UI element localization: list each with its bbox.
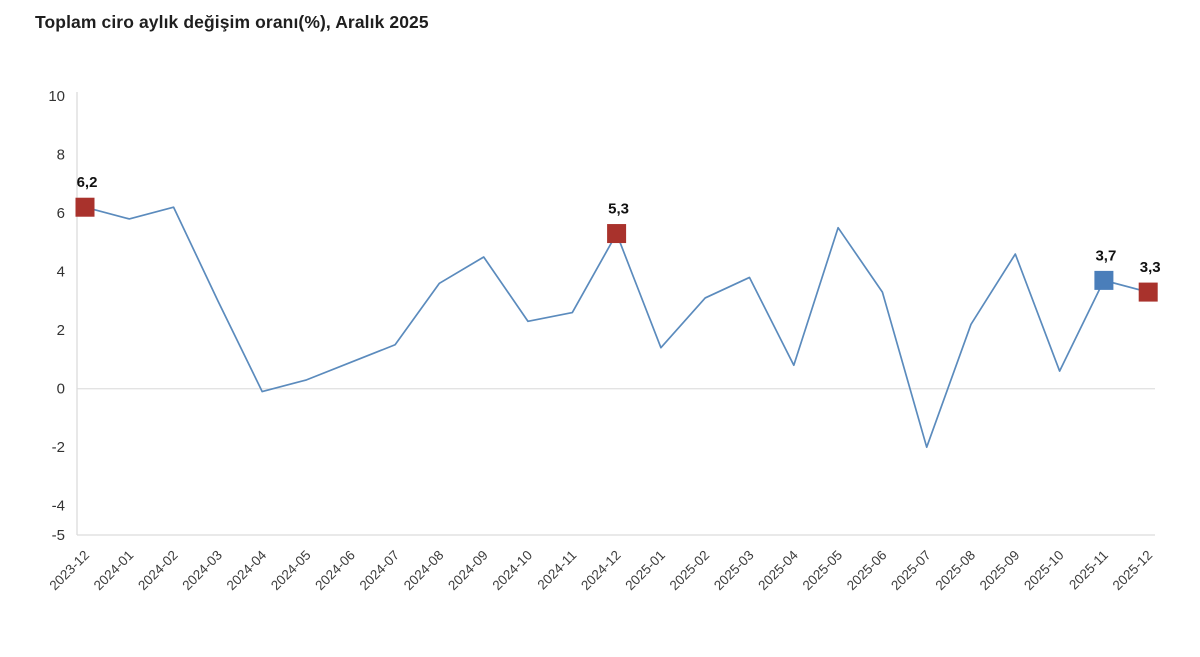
highlight-marker-2025-12 bbox=[1138, 282, 1158, 302]
x-tick-label: 2024-10 bbox=[489, 548, 535, 594]
x-tick-label: 2025-08 bbox=[932, 548, 978, 594]
x-tick-label: 2024-12 bbox=[578, 548, 624, 594]
x-tick-label: 2025-03 bbox=[711, 548, 757, 594]
x-tick-label: 2025-11 bbox=[1066, 548, 1111, 593]
x-tick-label: 2024-07 bbox=[357, 548, 403, 594]
x-tick-label: 2025-04 bbox=[755, 547, 801, 593]
x-tick-label: 2025-02 bbox=[667, 548, 713, 594]
y-tick-label: 4 bbox=[57, 264, 65, 281]
y-tick-label: -2 bbox=[52, 439, 65, 456]
point-value-label: 5,3 bbox=[608, 201, 629, 218]
y-tick-label: 6 bbox=[57, 205, 65, 222]
x-tick-label: 2025-01 bbox=[622, 548, 668, 594]
x-tick-label: 2024-01 bbox=[91, 548, 137, 594]
y-tick-label: 2 bbox=[57, 322, 65, 339]
highlight-marker-2024-12 bbox=[607, 224, 627, 244]
x-tick-label: 2025-06 bbox=[844, 548, 890, 594]
point-value-label: 3,7 bbox=[1095, 247, 1116, 264]
chart-title: Toplam ciro aylık değişim oranı(%), Aral… bbox=[35, 12, 429, 32]
x-tick-label: 2023-12 bbox=[46, 548, 92, 594]
data-line bbox=[84, 206, 1149, 449]
y-tick-label: -5 bbox=[52, 527, 65, 544]
x-tick-label: 2024-06 bbox=[312, 548, 358, 594]
y-tick-label: -4 bbox=[52, 498, 65, 515]
x-tick-label: 2024-02 bbox=[135, 548, 181, 594]
y-tick-label: 0 bbox=[57, 381, 65, 398]
x-tick-label: 2024-11 bbox=[534, 548, 579, 593]
x-tick-label: 2025-05 bbox=[800, 548, 846, 594]
x-tick-label: 2024-05 bbox=[268, 548, 314, 594]
x-tick-label: 2025-09 bbox=[977, 548, 1023, 594]
y-tick-label: 8 bbox=[57, 147, 65, 164]
point-value-label: 3,3 bbox=[1140, 259, 1161, 276]
x-tick-label: 2024-09 bbox=[445, 548, 491, 594]
highlight-marker-2023-12 bbox=[75, 197, 95, 217]
point-value-label: 6,2 bbox=[77, 174, 98, 191]
x-tick-label: 2024-03 bbox=[179, 548, 225, 594]
x-tick-label: 2024-08 bbox=[401, 548, 447, 594]
y-tick-label: 10 bbox=[48, 88, 65, 105]
highlight-marker-2025-11 bbox=[1094, 270, 1114, 290]
x-tick-label: 2025-07 bbox=[888, 548, 934, 594]
x-tick-label: 2024-04 bbox=[224, 547, 270, 593]
x-tick-label: 2025-10 bbox=[1021, 548, 1067, 594]
x-tick-label: 2025-12 bbox=[1110, 548, 1156, 594]
